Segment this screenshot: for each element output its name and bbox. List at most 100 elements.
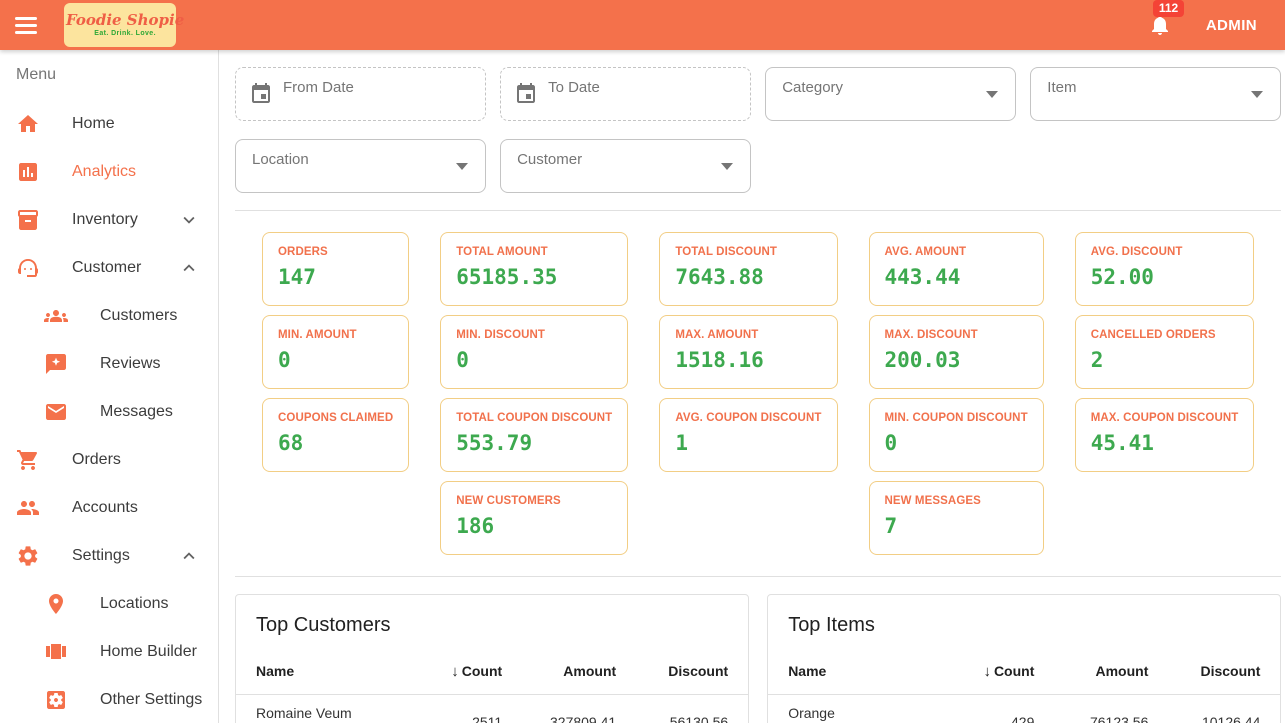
sidebar-item-home-builder[interactable]: Home Builder xyxy=(0,628,218,676)
stat-card-cancelled-orders: CANCELLED ORDERS 2 xyxy=(1074,315,1255,389)
stat-label: MIN. DISCOUNT xyxy=(456,329,546,341)
logo-title: Foodie Shopie xyxy=(66,11,185,29)
sidebar-item-label: Reviews xyxy=(100,355,161,372)
column-header-count[interactable]: ↓ Count xyxy=(983,663,1035,680)
sidebar-nav: Home Analytics Inventory xyxy=(0,100,218,723)
stat-value: 200.03 xyxy=(884,348,961,372)
settings-applications-icon xyxy=(44,688,68,712)
stat-value: 7 xyxy=(884,514,898,538)
stat-card-min-coupon-discount: MIN. COUPON DISCOUNT 0 xyxy=(868,398,1044,472)
stat-label: TOTAL AMOUNT xyxy=(456,246,548,258)
notifications-button[interactable]: 112 xyxy=(1148,0,1185,37)
stat-card-avg-coupon-discount: AVG. COUPON DISCOUNT 1 xyxy=(659,398,838,472)
column-header-amount[interactable]: Amount xyxy=(1095,663,1149,679)
stat-card-avg-amount: AVG. AMOUNT 443.44 xyxy=(868,232,1044,306)
stat-value: 52.00 xyxy=(1090,265,1154,289)
stat-label: TOTAL COUPON DISCOUNT xyxy=(456,412,613,424)
review-bubble-icon xyxy=(44,352,68,376)
cell-amount: 327809.41 xyxy=(550,714,617,723)
column-header-name[interactable]: Name xyxy=(788,663,827,679)
cell-count: 2511 xyxy=(472,714,503,723)
sidebar-item-settings[interactable]: Settings xyxy=(0,532,218,580)
sidebar-item-customer[interactable]: Customer xyxy=(0,244,218,292)
stat-label: AVG. COUPON DISCOUNT xyxy=(675,412,822,424)
stat-value: 65185.35 xyxy=(456,265,558,289)
table-title: Top Items xyxy=(788,614,875,636)
sidebar-item-label: Messages xyxy=(100,403,173,420)
from-date-field[interactable]: From Date xyxy=(235,67,487,121)
main-content: From Date To Date Category Item Location… xyxy=(219,50,1285,723)
dropdown-arrow-icon xyxy=(986,91,999,98)
dropdown-arrow-icon xyxy=(721,163,734,170)
section-divider xyxy=(235,210,1282,211)
map-pin-icon xyxy=(44,592,68,616)
stat-card-min-amount: MIN. AMOUNT 0 xyxy=(262,315,410,389)
column-header-name[interactable]: Name xyxy=(256,663,295,679)
sidebar-item-orders[interactable]: Orders xyxy=(0,436,218,484)
email-icon xyxy=(44,400,68,424)
stat-label: COUPONS CLAIMED xyxy=(278,412,394,424)
sidebar-item-label: Inventory xyxy=(72,211,138,228)
sidebar-item-label: Other Settings xyxy=(100,691,203,708)
sidebar-item-label: Customers xyxy=(100,307,178,324)
stat-card-avg-discount: AVG. DISCOUNT 52.00 xyxy=(1074,232,1255,306)
app-bar: Foodie Shopie Eat. Drink. Love. 112 ADMI… xyxy=(0,0,1285,50)
column-header-discount[interactable]: Discount xyxy=(668,663,729,679)
bar-chart-icon xyxy=(16,160,40,184)
sidebar-item-locations[interactable]: Locations xyxy=(0,580,218,628)
sidebar-item-reviews[interactable]: Reviews xyxy=(0,340,218,388)
cell-name: Romaine Veum xyxy=(256,705,352,721)
inventory-box-icon xyxy=(16,208,40,232)
stat-card-min-discount: MIN. DISCOUNT 0 xyxy=(440,315,629,389)
cell-count: 429 xyxy=(1011,714,1035,723)
cell-amount: 76123.56 xyxy=(1089,714,1149,723)
item-select[interactable]: Item xyxy=(1030,67,1282,121)
stat-card-coupons-claimed: COUPONS CLAIMED 68 xyxy=(262,398,410,472)
stat-card-orders: ORDERS 147 xyxy=(262,232,410,306)
location-select[interactable]: Location xyxy=(235,139,487,193)
tables-section: Top Customers Name ↓ Count Amount Discoun… xyxy=(235,594,1282,723)
sidebar-item-messages[interactable]: Messages xyxy=(0,388,218,436)
groups-icon xyxy=(44,304,68,328)
hamburger-menu-icon[interactable] xyxy=(15,0,43,50)
sidebar-item-label: Orders xyxy=(72,451,121,468)
shopping-cart-icon xyxy=(16,448,40,472)
stat-label: MIN. AMOUNT xyxy=(278,329,357,341)
column-header-amount[interactable]: Amount xyxy=(563,663,617,679)
to-date-field[interactable]: To Date xyxy=(500,67,752,121)
stat-card-total-coupon-discount: TOTAL COUPON DISCOUNT 553.79 xyxy=(440,398,629,472)
dropdown-arrow-icon xyxy=(1251,91,1264,98)
category-select[interactable]: Category xyxy=(765,67,1017,121)
stat-card-max-discount: MAX. DISCOUNT 200.03 xyxy=(868,315,1044,389)
people-icon xyxy=(16,496,40,520)
stat-value: 1518.16 xyxy=(675,348,764,372)
app-logo[interactable]: Foodie Shopie Eat. Drink. Love. xyxy=(64,3,184,47)
column-header-discount[interactable]: Discount xyxy=(1200,663,1261,679)
dropdown-arrow-icon xyxy=(456,163,469,170)
customer-select[interactable]: Customer xyxy=(500,139,752,193)
sidebar-item-analytics[interactable]: Analytics xyxy=(0,148,218,196)
user-menu[interactable]: ADMIN xyxy=(1205,16,1257,34)
sidebar-item-other-settings[interactable]: Other Settings xyxy=(0,676,218,723)
sort-desc-icon: ↓ xyxy=(451,663,459,680)
sidebar-item-home[interactable]: Home xyxy=(0,100,218,148)
table-row: Romaine Veum 2511 327809.41 56130.56 xyxy=(236,695,748,723)
from-date-label: From Date xyxy=(283,79,354,96)
calendar-icon xyxy=(249,82,273,106)
table-row: Orange 429 76123.56 10126.44 xyxy=(768,695,1280,723)
stat-label: AVG. AMOUNT xyxy=(884,246,967,258)
stat-value: 186 xyxy=(456,514,495,538)
table-header-row: Name ↓ Count Amount Discount xyxy=(236,663,749,695)
stat-value: 68 xyxy=(278,431,304,455)
logo-tagline: Eat. Drink. Love. xyxy=(94,30,156,37)
sidebar-item-customers[interactable]: Customers xyxy=(0,292,218,340)
stat-value: 147 xyxy=(278,265,316,289)
sidebar-item-inventory[interactable]: Inventory xyxy=(0,196,218,244)
home-icon xyxy=(16,112,40,136)
column-header-count[interactable]: ↓ Count xyxy=(451,663,503,680)
stat-label: MAX. AMOUNT xyxy=(675,329,759,341)
carousel-icon xyxy=(44,640,68,664)
table-header-row: Name ↓ Count Amount Discount xyxy=(768,663,1281,695)
sidebar-item-accounts[interactable]: Accounts xyxy=(0,484,218,532)
stats-grid: ORDERS 147 TOTAL AMOUNT 65185.35 TOTAL D… xyxy=(262,232,1255,555)
